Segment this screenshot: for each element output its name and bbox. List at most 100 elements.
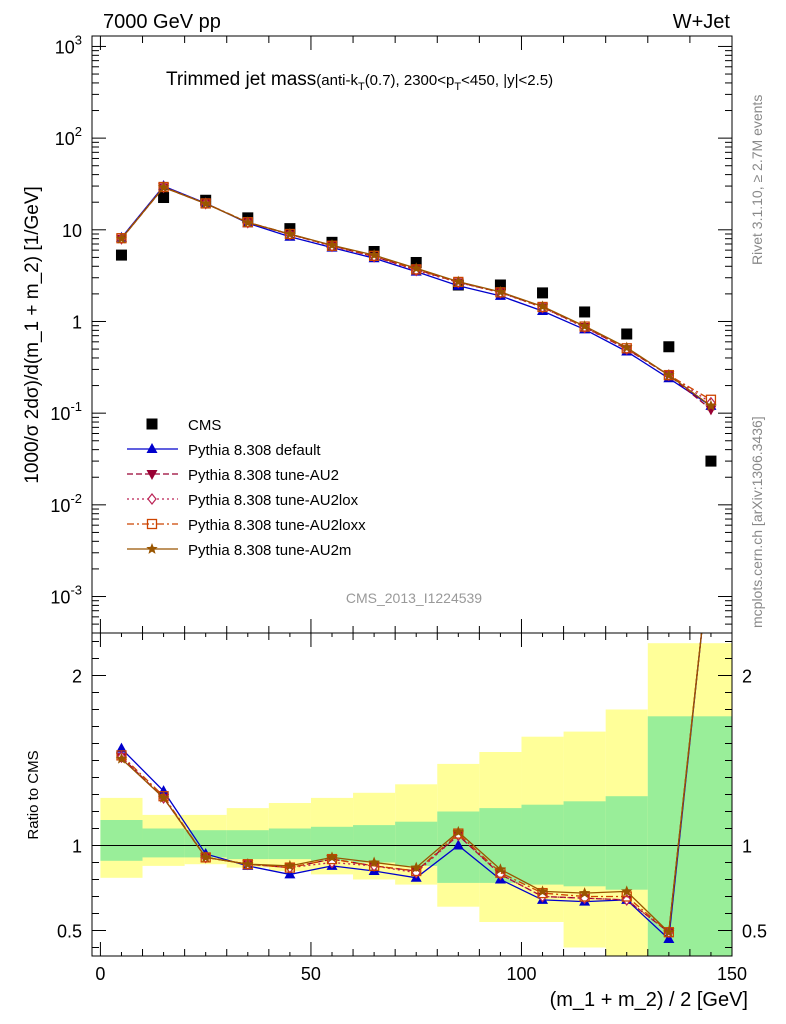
ratio-ytick-label-right: 1 (742, 837, 752, 857)
ytick-label: 1 (72, 312, 82, 332)
point-au2m (157, 181, 170, 193)
band-inner (605, 796, 648, 890)
line-default (120, 185, 712, 407)
chart-title-sub1: T (358, 81, 365, 93)
ratio-series-au2m (115, 633, 703, 938)
main-plot-area (115, 180, 717, 467)
ytick-label: 10-1 (50, 399, 82, 424)
point-au2m (199, 197, 212, 209)
ratio-ytick-label-right: 2 (742, 667, 752, 687)
point-cms (537, 287, 549, 299)
ratio-point-au2m (157, 791, 170, 803)
point-au2m (578, 320, 591, 331)
band-inner (226, 830, 269, 860)
ratio-point-au2m (536, 885, 549, 897)
legend-item-au2lox: Pythia 8.308 tune-AU2lox (127, 492, 359, 509)
point-cms (158, 192, 170, 204)
ratio-ylabel: Ratio to CMS (25, 750, 42, 839)
point-cms (115, 249, 127, 261)
legend-marker (147, 493, 157, 505)
analysis-id: CMS_2013_I1224539 (346, 590, 482, 606)
legend-label: CMS (188, 417, 221, 434)
main-axes: 10-3 10-2 10-1 1 10 102 103 (50, 32, 733, 634)
ytick-label: 10 (62, 221, 82, 241)
ratio-xtick-label: 150 (717, 964, 747, 984)
legend-marker (146, 518, 158, 530)
legend-label: Pythia 8.308 tune-AU2lox (188, 492, 359, 509)
main-panel: 10-3 10-2 10-1 1 10 102 103 Trimmed jet mass(a… (22, 32, 733, 634)
ratio-point-au2m (621, 885, 633, 897)
ytick-label: 102 (55, 124, 82, 149)
ratio-point-au2m (452, 825, 465, 837)
ratio-xlabel: (m_1 + m_2) / 2 [GeV] (550, 989, 748, 1011)
point-au2m (705, 399, 717, 411)
point-cms (663, 341, 675, 353)
band-inner (563, 801, 606, 887)
ratio-point-default (452, 839, 464, 850)
legend-item-cms: CMS (146, 417, 221, 434)
ratio-xtick-label: 0 (95, 964, 105, 984)
ratio-point-au2m (410, 861, 422, 873)
legend-marker (146, 543, 158, 554)
mcplots-label: mcplots.cern.ch [arXiv:1306.3436] (749, 416, 765, 628)
legend-item-default: Pythia 8.308 default (127, 442, 321, 459)
point-au2m (494, 285, 507, 297)
band-inner (521, 804, 564, 885)
ytick-label: 10-2 (50, 491, 82, 516)
line-au2lox (120, 186, 712, 404)
point-au2m (242, 216, 254, 228)
ratio-point-au2m (115, 752, 128, 764)
legend-marker (146, 470, 158, 480)
ratio-point-default (158, 785, 170, 796)
legend-label: Pythia 8.308 tune-AU2loxx (188, 517, 366, 534)
series-au2lox (116, 181, 716, 409)
legend-marker (146, 443, 158, 453)
point-au2m (452, 275, 465, 287)
legend-item-au2: Pythia 8.308 tune-AU2 (127, 467, 339, 484)
ratio-point-au2m (199, 851, 212, 863)
line-au2 (120, 186, 712, 410)
ratio-xtick-label: 100 (506, 964, 536, 984)
point-cms (621, 328, 633, 340)
point-cms (579, 306, 591, 318)
legend-label: Pythia 8.308 tune-AU2 (188, 467, 339, 484)
line-au2m (120, 186, 712, 407)
ratio-point-au2lox (621, 893, 632, 906)
ytick-label: 10-3 (50, 583, 82, 608)
ratio-point-au2m (284, 859, 296, 871)
ratio-xtick-label: 50 (301, 964, 321, 984)
band-inner (268, 828, 311, 860)
band-inner (647, 716, 732, 956)
legend-label: Pythia 8.308 tune-AU2m (188, 542, 351, 559)
ratio-point-default (115, 742, 127, 753)
ratio-ytick-label-left: 0.5 (57, 922, 82, 942)
series-au2m (115, 181, 717, 411)
chart-title-main: Trimmed jet mass (166, 69, 316, 90)
band-inner (353, 825, 396, 863)
ratio-ytick-label-left: 2 (72, 667, 82, 687)
header-left: 7000 GeV pp (103, 11, 221, 33)
line-au2loxx (120, 186, 712, 401)
header-right: W+Jet (673, 11, 731, 33)
ratio-ytick-label-right: 0.5 (742, 922, 767, 942)
band-inner (100, 820, 143, 861)
point-au2m (663, 369, 675, 380)
chart-title: Trimmed jet mass(anti-kT(0.7), 2300<pT<4… (166, 69, 553, 93)
chart-title-detail: (anti-k (316, 72, 358, 89)
point-au2m (368, 249, 380, 260)
ytick-label: 103 (55, 32, 82, 57)
legend: CMS Pythia 8.308 default Pythia 8.308 tune… (127, 417, 366, 559)
ratio-point-au2m (326, 851, 338, 863)
chart-title-sub2: T (454, 81, 461, 93)
legend-label: Pythia 8.308 default (188, 442, 321, 459)
rivet-label: Rivet 3.1.10, ≥ 2.7M events (749, 95, 765, 265)
point-au2m (536, 300, 549, 312)
point-au2m (326, 239, 338, 251)
main-ylabel: 1000/σ 2dσ)/d(m_1 + m_2) [1/GeV] (22, 186, 43, 484)
chart-title-end: <450, |y|<2.5) (461, 72, 553, 89)
ratio-point-au2m (368, 856, 380, 868)
series-au2 (115, 183, 717, 416)
band-inner (142, 828, 185, 858)
ratio-panel: 0.5 0.5 1 1 2 2 0 50 100 150 Ratio to CMS (m_1 + … (25, 632, 767, 1011)
